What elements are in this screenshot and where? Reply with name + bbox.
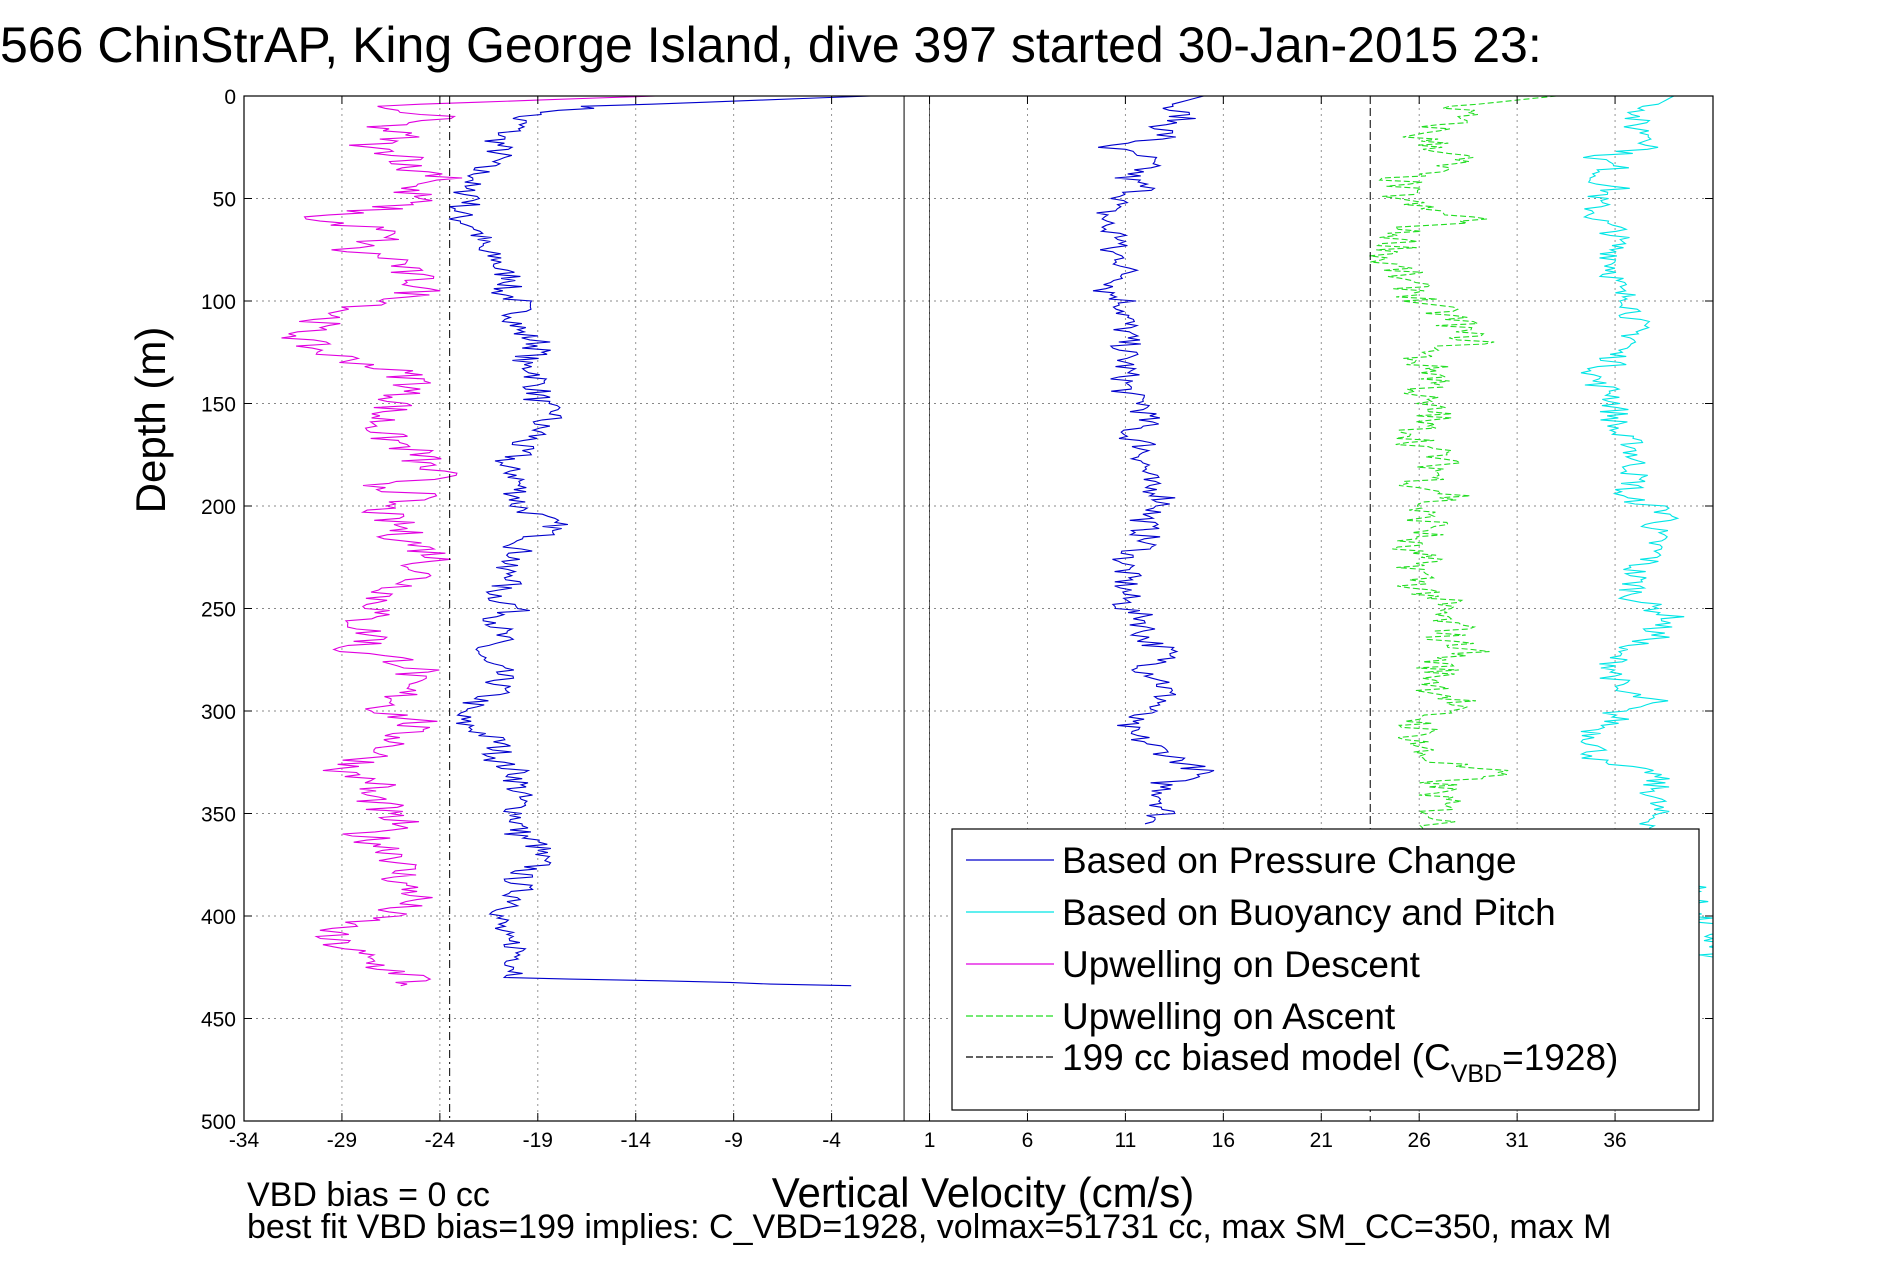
axis-ticks: -34 -29 -24 -19 -14 -9 -4 1 6 11 16 21 26 31 360501001… [201,86,1713,1152]
legend-label: Based on Buoyancy and Pitch [1062,892,1556,933]
y-tick-label: 200 [201,496,236,519]
y-tick-label: 350 [201,804,236,827]
upwelling-ascent-line [1369,96,1557,835]
pressure-descent-line [448,96,871,987]
x-tick-label: -34 [229,1129,260,1152]
reference-lines [903,96,930,1121]
x-tick-label: 31 [1505,1129,1528,1152]
y-tick-label: 300 [201,701,236,724]
y-tick-label: 250 [201,599,236,622]
y-tick-label: 100 [201,291,236,314]
upwelling-descent-line [281,96,656,987]
y-tick-label: 150 [201,394,236,417]
x-tick-label: 21 [1310,1129,1333,1152]
x-tick-label: 11 [1114,1129,1136,1152]
series-layer [281,96,1713,1121]
x-tick-label: 6 [1022,1129,1034,1152]
best-fit-note: best fit VBD bias=199 implies: C_VBD=192… [247,1208,1611,1246]
legend-label: Based on Pressure Change [1062,840,1517,881]
legend-label: Upwelling on Descent [1062,944,1421,985]
x-tick-label: -9 [724,1129,743,1152]
x-tick-label: 26 [1408,1129,1431,1152]
y-tick-label: 50 [213,189,236,212]
y-tick-label: 450 [201,1009,236,1032]
x-tick-label: -24 [425,1129,456,1152]
y-tick-label: 0 [224,86,236,109]
legend-label: Upwelling on Ascent [1062,996,1396,1037]
buoyancy-pitch-line [1579,96,1713,958]
x-tick-label: 16 [1212,1129,1235,1152]
y-tick-label: 500 [201,1111,236,1134]
chart-title: 566 ChinStrAP, King George Island, dive … [0,17,1542,73]
x-axis-label: Vertical Velocity (cm/s) [772,1169,1194,1216]
pressure-ascent-line [1092,96,1215,825]
legend: Based on Pressure Change Based on Buoyanc… [951,828,1700,1111]
vbd-bias-note: VBD bias = 0 cc [247,1176,490,1214]
x-tick-label: -14 [621,1129,652,1152]
x-tick-label: -29 [327,1129,357,1152]
x-tick-label: 36 [1603,1129,1626,1152]
legend-box [951,828,1700,1111]
y-axis-label: Depth (m) [127,327,174,514]
y-tick-label: 400 [201,906,236,929]
x-tick-label: 1 [924,1129,936,1152]
x-tick-label: -19 [523,1129,553,1152]
x-tick-label: -4 [822,1129,841,1152]
